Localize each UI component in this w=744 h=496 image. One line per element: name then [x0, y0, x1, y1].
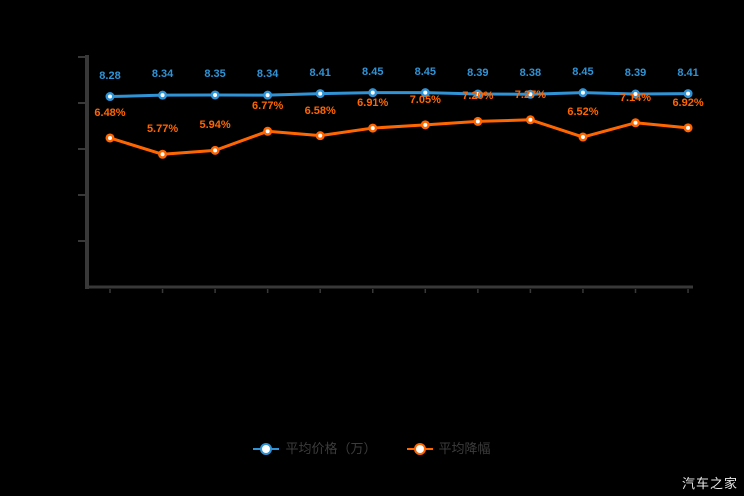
data-point-label: 6.77% — [252, 100, 284, 113]
data-point-label: 8.45 — [414, 65, 436, 78]
data-point-label: 6.48% — [94, 106, 126, 119]
data-point-label: 8.34 — [256, 68, 279, 81]
data-point-marker-center — [265, 93, 270, 98]
data-point-label: 8.45 — [362, 65, 384, 78]
data-point-label: 7.27% — [514, 88, 546, 101]
data-point-marker-center — [423, 122, 428, 127]
line-marker-icon — [253, 443, 280, 455]
data-point-marker-center — [528, 92, 533, 97]
avg-price-line — [109, 91, 689, 99]
legend-dot — [413, 443, 426, 455]
data-point-label: 7.05% — [409, 93, 441, 106]
data-point-marker-center — [580, 135, 585, 140]
data-point-marker-center — [633, 120, 638, 125]
data-point-marker-center — [160, 93, 165, 98]
watermark: 汽车之家 — [681, 476, 738, 491]
data-point-label: 5.94% — [199, 119, 231, 132]
data-point-marker-center — [108, 135, 112, 140]
data-point-label: 8.28 — [99, 69, 121, 82]
legend-item-avg-price[interactable]: 平均价格（万） — [253, 441, 377, 457]
avg-discount-line — [109, 118, 689, 156]
data-point-label: 8.45 — [572, 65, 594, 78]
legend-label: 平均降幅 — [438, 441, 491, 456]
data-point-label: 8.34 — [151, 68, 174, 81]
data-point-label: 6.91% — [357, 97, 389, 110]
data-point-label: 8.38 — [519, 67, 542, 80]
data-point-marker-center — [160, 152, 165, 157]
data-point-label: 8.39 — [624, 67, 647, 80]
data-point-marker-center — [318, 133, 323, 138]
data-point-marker-center — [686, 91, 691, 96]
data-point-marker-center — [633, 92, 638, 97]
data-point-label: 6.92% — [672, 96, 704, 109]
legend-dot — [260, 443, 273, 455]
data-point-marker-center — [528, 117, 533, 122]
data-point-marker-center — [108, 94, 112, 99]
data-point-label: 7.14% — [619, 91, 652, 104]
data-point-marker-center — [423, 90, 428, 95]
chart-legend: 平均价格（万） 平均降幅 — [0, 441, 744, 457]
data-point-marker-center — [686, 125, 691, 130]
data-point-marker-center — [475, 119, 480, 124]
data-point-label: 6.58% — [304, 104, 336, 117]
data-point-marker-center — [370, 90, 375, 95]
data-point-label: 8.39 — [467, 67, 489, 80]
data-point-marker-center — [265, 129, 270, 134]
data-point-marker-center — [580, 90, 585, 95]
data-point-label: 5.77% — [146, 123, 179, 136]
legend-label: 平均价格（万） — [285, 441, 377, 456]
data-point-marker-center — [475, 92, 480, 97]
data-point-label: 8.41 — [309, 66, 331, 79]
legend-item-avg-discount[interactable]: 平均降幅 — [406, 441, 491, 457]
data-point-label: 7.20% — [462, 90, 494, 103]
data-point-marker-center — [318, 91, 323, 96]
data-point-marker-center — [213, 92, 218, 97]
data-point-marker-center — [370, 126, 375, 131]
data-point-marker-center — [213, 148, 218, 153]
data-point-label: 6.52% — [567, 106, 599, 119]
data-point-label: 8.41 — [677, 66, 699, 79]
data-point-label: 8.35 — [204, 67, 226, 80]
line-marker-icon — [406, 443, 433, 455]
